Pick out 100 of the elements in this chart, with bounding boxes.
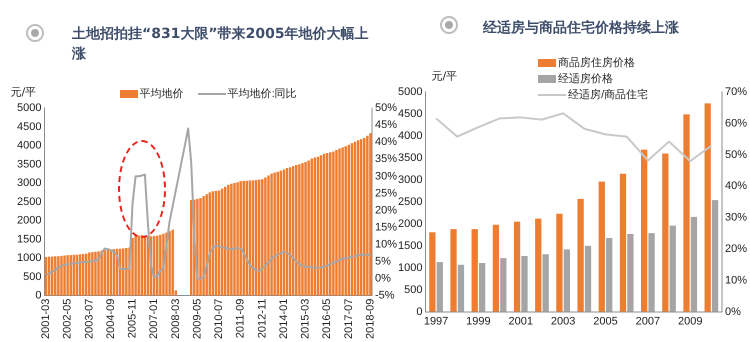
x-tick-label: 2005-11	[126, 298, 139, 338]
x-tick-label: 2007	[636, 315, 660, 328]
bar	[436, 262, 443, 312]
y-tick-label: 2000	[16, 214, 42, 227]
x-tick-label: 2009	[678, 315, 702, 328]
bar	[248, 180, 252, 296]
bar	[144, 236, 146, 296]
x-tick-label: 2001-03	[40, 298, 52, 340]
bar	[146, 236, 150, 296]
x-tick-label: 2003	[550, 315, 576, 328]
bar	[267, 176, 270, 296]
bar	[54, 256, 57, 296]
bar	[429, 232, 436, 312]
bar	[70, 255, 72, 296]
bar	[521, 256, 528, 312]
y-tick-label: 500	[23, 270, 42, 283]
x-tick-label: 2010-07	[213, 298, 226, 340]
bar	[307, 160, 310, 296]
bar	[363, 138, 366, 296]
bar	[492, 224, 500, 312]
bar	[295, 165, 298, 296]
y-tick-label: 3000	[398, 174, 422, 186]
bar	[48, 256, 50, 296]
bar	[286, 168, 288, 296]
legend-label: 经适房/商品住宅	[568, 88, 648, 102]
legend-label: 经适房价格	[558, 72, 614, 86]
bar	[63, 255, 66, 296]
y2-tick-label: 40%	[374, 136, 398, 148]
bar	[252, 180, 254, 296]
y-tick-label: 4000	[398, 130, 422, 142]
y-tick-label: 0	[416, 306, 422, 318]
bar	[472, 229, 478, 312]
y-axis-title: 元/平	[10, 85, 36, 98]
bar	[326, 153, 328, 296]
bar	[458, 264, 464, 312]
y-tick-label: 3500	[16, 158, 42, 170]
y2-tick-label: 10%	[724, 274, 748, 286]
y-tick-label: 1000	[398, 262, 422, 274]
bar	[220, 188, 224, 296]
bar	[190, 200, 192, 296]
bar	[82, 254, 84, 296]
bar	[450, 229, 457, 312]
y2-tick-label: 35%	[374, 153, 398, 166]
bar	[254, 180, 258, 296]
y2-tick-label: 40%	[724, 180, 748, 192]
y2-tick-label: 50%	[374, 102, 398, 114]
bar	[125, 248, 128, 296]
bar	[242, 180, 245, 296]
bar	[273, 172, 276, 296]
y2-tick-label: 25%	[374, 187, 398, 200]
bar	[542, 254, 549, 312]
y-tick-label: 1500	[398, 240, 422, 252]
x-tick-label: 2016-05	[321, 298, 334, 340]
bar	[704, 103, 711, 312]
bar	[72, 254, 76, 296]
y2-tick-label: 0%	[724, 306, 742, 318]
bar	[627, 234, 634, 312]
x-tick-label: 2002-05	[62, 298, 74, 340]
bar	[60, 256, 63, 296]
bar	[88, 252, 91, 296]
bar	[230, 184, 233, 296]
bar	[137, 236, 140, 296]
bar	[292, 166, 294, 296]
y2-tick-label: 5%	[374, 256, 392, 268]
bar	[106, 250, 110, 296]
chart-title: 经适房与商品住宅价格持续上涨	[483, 18, 680, 38]
bar	[168, 231, 171, 296]
bar	[556, 214, 563, 312]
bar	[212, 191, 214, 296]
bar	[103, 250, 106, 296]
bar	[670, 226, 676, 312]
y2-tick-label: 20%	[374, 204, 398, 216]
bar	[332, 152, 335, 296]
bar	[202, 196, 205, 296]
y2-tick-label: -5%	[374, 290, 395, 302]
bar	[683, 114, 690, 312]
bar	[338, 148, 341, 296]
bar	[514, 222, 520, 312]
x-tick-label: 2015-03	[300, 298, 312, 340]
y-tick-label: 1500	[16, 233, 42, 246]
bar	[261, 179, 264, 296]
bar	[50, 256, 54, 296]
bar	[214, 190, 218, 296]
bar	[641, 150, 648, 312]
y-tick-label: 3500	[398, 152, 422, 164]
x-tick-label: 2011-09	[234, 298, 247, 338]
y2-tick-label: 60%	[724, 117, 748, 130]
bar	[301, 163, 304, 296]
y-axis-title: 元/平	[431, 69, 458, 82]
bar	[218, 190, 220, 296]
bar	[91, 252, 94, 296]
bar	[478, 263, 486, 312]
bar	[84, 254, 88, 296]
bar	[298, 164, 301, 296]
y-tick-label: 4500	[398, 108, 422, 120]
y-tick-label: 1000	[16, 252, 42, 264]
bar	[258, 180, 260, 296]
bar	[648, 233, 655, 312]
x-tick-label: 2018-09	[364, 298, 376, 340]
y-tick-label: 2500	[16, 196, 42, 208]
